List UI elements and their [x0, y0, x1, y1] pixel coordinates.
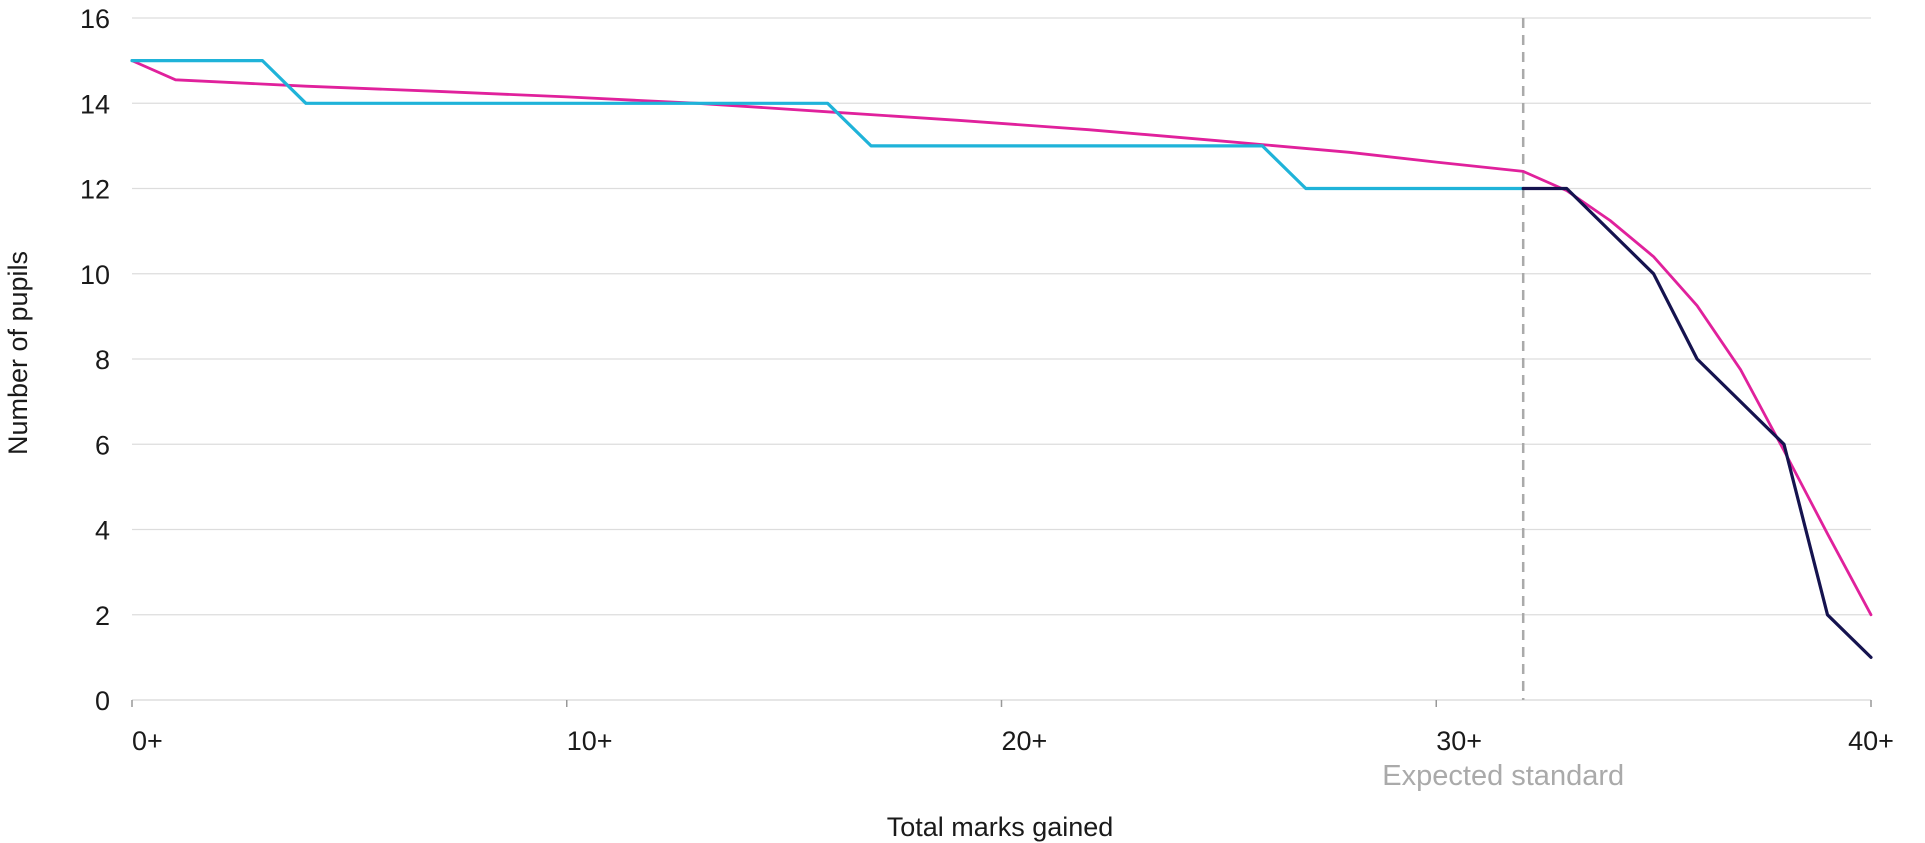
y-axis-title: Number of pupils	[3, 251, 33, 455]
y-tick-label: 16	[80, 4, 110, 34]
grid-lines	[132, 17, 1871, 616]
y-tick-label: 2	[95, 601, 110, 631]
series-line-1	[130, 59, 1873, 617]
x-axis	[131, 699, 1872, 707]
y-tick-label: 8	[95, 345, 110, 375]
y-tick-label: 12	[80, 175, 110, 205]
expected-standard-label: Expected standard	[1382, 760, 1624, 792]
y-axis-tick-labels: 0 2 4 6 8 10 12 14 16	[80, 4, 110, 716]
y-tick-label: 6	[95, 430, 110, 460]
series-line-3	[1521, 186, 1873, 660]
y-tick-label: 0	[95, 686, 110, 716]
x-tick-label: 40+	[1848, 726, 1894, 756]
x-tick-label: 0+	[132, 726, 163, 756]
series-line-2	[130, 58, 1525, 191]
y-tick-label: 14	[80, 89, 110, 119]
y-tick-label: 10	[80, 260, 110, 290]
x-axis-title: Total marks gained	[887, 812, 1114, 842]
series-lines	[130, 58, 1873, 660]
x-tick-label: 30+	[1436, 726, 1482, 756]
x-axis-tick-labels: 0+ 10+ 20+ 30+ 40+	[132, 726, 1894, 756]
x-tick-label: 20+	[1002, 726, 1048, 756]
annotations: Expected standard	[1382, 18, 1624, 792]
x-tick-label: 10+	[567, 726, 613, 756]
y-tick-label: 4	[95, 516, 110, 546]
